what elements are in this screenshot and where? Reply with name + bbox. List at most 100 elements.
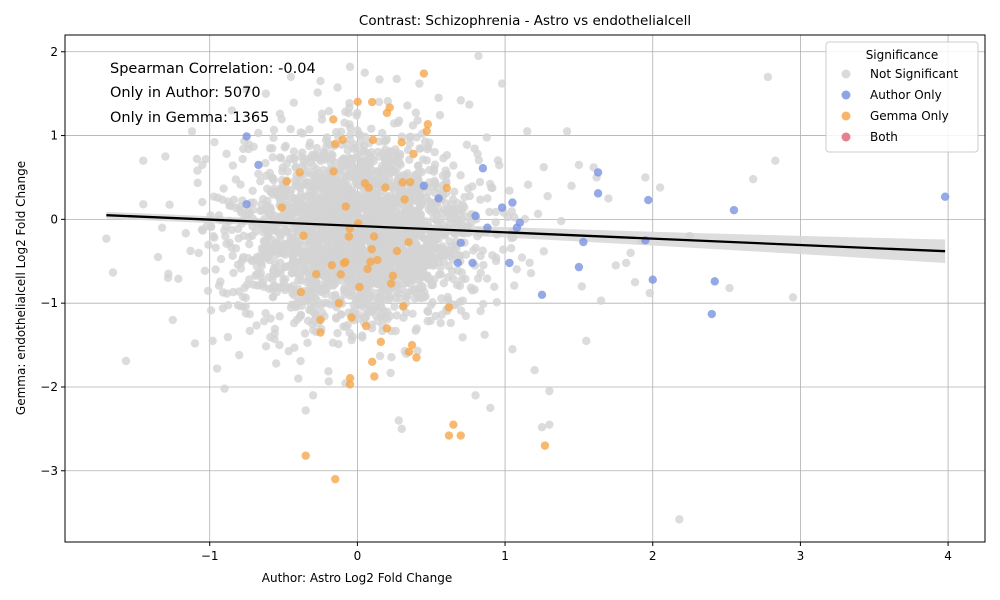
point-not-significant xyxy=(408,309,417,318)
point-not-significant xyxy=(168,315,178,325)
point-not-significant xyxy=(293,200,303,209)
point-not-significant xyxy=(362,249,371,259)
point-not-significant xyxy=(449,274,458,284)
point-not-significant xyxy=(449,161,458,170)
point-author-only xyxy=(478,164,488,173)
point-not-significant xyxy=(309,255,318,264)
point-not-significant xyxy=(203,286,213,296)
point-not-significant xyxy=(505,186,514,195)
point-not-significant xyxy=(153,252,163,262)
point-author-only xyxy=(593,189,603,198)
point-not-significant xyxy=(108,268,118,277)
y-axis-label: Gemma: endothelialcell Log2 Fold Change xyxy=(14,161,28,415)
point-not-significant xyxy=(411,261,420,270)
x-tick-label: 2 xyxy=(649,549,657,563)
point-not-significant xyxy=(375,75,384,84)
point-not-significant xyxy=(507,207,517,216)
point-gemma-only xyxy=(360,179,370,188)
point-not-significant xyxy=(324,367,333,376)
point-not-significant xyxy=(375,240,384,250)
regression-line xyxy=(106,214,946,253)
point-not-significant xyxy=(386,368,395,378)
point-not-significant xyxy=(245,326,254,336)
point-not-significant xyxy=(290,343,299,352)
point-not-significant xyxy=(227,106,237,115)
point-not-significant xyxy=(510,281,519,290)
point-gemma-only xyxy=(311,270,321,279)
point-not-significant xyxy=(322,277,331,286)
point-not-significant xyxy=(508,345,517,354)
point-not-significant xyxy=(353,297,362,307)
point-not-significant xyxy=(488,251,497,260)
point-not-significant xyxy=(435,111,445,120)
point-not-significant xyxy=(228,287,238,297)
point-not-significant xyxy=(378,128,387,138)
point-not-significant xyxy=(465,100,474,109)
point-not-significant xyxy=(641,173,650,182)
x-axis-ticks: −1 0 1 2 3 4 xyxy=(201,542,952,563)
point-not-significant xyxy=(470,144,479,153)
point-not-significant xyxy=(476,195,485,204)
point-not-significant xyxy=(485,207,494,217)
point-not-significant xyxy=(235,350,244,360)
point-not-significant xyxy=(392,74,401,84)
point-not-significant xyxy=(312,143,322,153)
x-tick-label: 0 xyxy=(354,549,362,563)
point-gemma-only xyxy=(456,431,465,440)
point-gemma-only xyxy=(331,474,340,484)
point-not-significant xyxy=(229,195,239,205)
point-not-significant xyxy=(577,282,587,291)
point-not-significant xyxy=(487,183,496,192)
point-not-significant xyxy=(339,187,348,197)
legend-entries: Not Significant Author Only Gemma Only Both xyxy=(841,67,958,144)
point-not-significant xyxy=(523,180,533,189)
point-not-significant xyxy=(290,208,300,217)
point-gemma-only xyxy=(316,328,325,337)
point-not-significant xyxy=(212,364,222,373)
legend-marker xyxy=(841,111,851,121)
point-not-significant xyxy=(424,142,433,152)
point-not-significant xyxy=(479,260,488,270)
point-not-significant xyxy=(309,316,318,326)
point-not-significant xyxy=(186,246,195,256)
point-not-significant xyxy=(533,209,543,219)
point-not-significant xyxy=(364,210,373,219)
point-not-significant xyxy=(289,98,299,107)
point-not-significant xyxy=(399,259,409,269)
point-not-significant xyxy=(295,298,304,307)
point-not-significant xyxy=(312,164,321,174)
point-not-significant xyxy=(335,248,344,257)
point-not-significant xyxy=(596,296,606,305)
point-not-significant xyxy=(324,212,333,221)
point-not-significant xyxy=(413,161,423,170)
point-not-significant xyxy=(342,210,351,220)
point-not-significant xyxy=(621,258,631,268)
point-not-significant xyxy=(415,144,424,153)
point-not-significant xyxy=(454,251,464,260)
point-not-significant xyxy=(428,260,437,270)
point-not-significant xyxy=(492,297,502,307)
point-not-significant xyxy=(311,303,320,313)
point-not-significant xyxy=(206,211,215,220)
point-not-significant xyxy=(512,265,521,274)
point-not-significant xyxy=(543,191,552,201)
point-not-significant xyxy=(294,374,303,383)
point-not-significant xyxy=(539,247,548,256)
point-not-significant xyxy=(474,155,484,165)
point-not-significant xyxy=(319,250,328,259)
point-not-significant xyxy=(219,184,228,193)
point-not-significant xyxy=(416,246,425,256)
point-not-significant xyxy=(345,120,354,129)
point-not-significant xyxy=(411,196,420,206)
point-not-significant xyxy=(296,250,305,259)
point-not-significant xyxy=(300,329,310,338)
point-not-significant xyxy=(261,89,271,98)
point-not-significant xyxy=(286,124,295,134)
point-not-significant xyxy=(306,157,315,167)
point-not-significant xyxy=(192,154,202,164)
point-not-significant xyxy=(265,248,274,258)
point-gemma-only xyxy=(295,168,304,177)
point-not-significant xyxy=(491,218,500,227)
point-not-significant xyxy=(431,311,440,321)
point-not-significant xyxy=(399,313,408,322)
